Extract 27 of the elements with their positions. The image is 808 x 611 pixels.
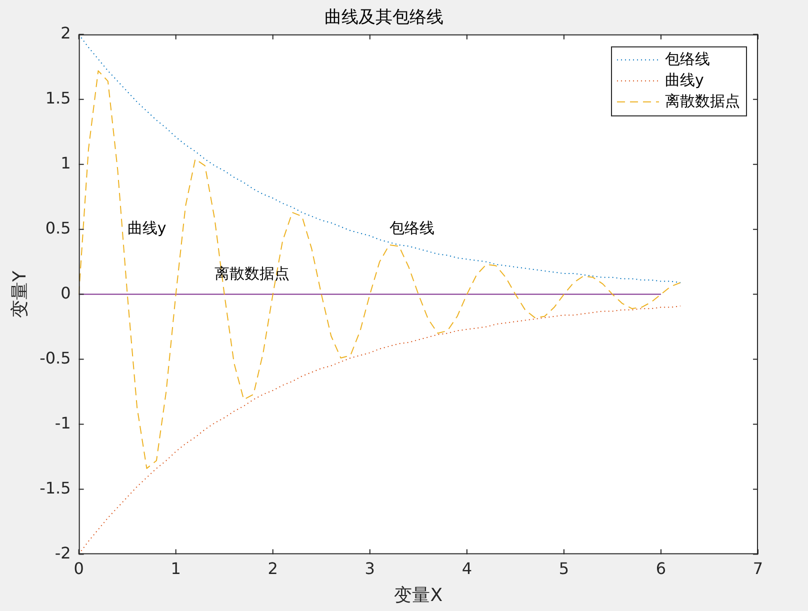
x-tick-label: 5: [558, 558, 570, 578]
y-tick-label: 0: [60, 283, 71, 302]
y-tick-label: -0.5: [40, 348, 71, 368]
x-axis-title: 变量X: [394, 584, 443, 606]
y-axis-title: 变量Y: [9, 270, 30, 318]
x-tick-label: 1: [170, 558, 181, 578]
annotation: 曲线y: [127, 219, 166, 238]
y-tick-label: 2: [60, 24, 71, 43]
y-tick-label: -2: [54, 543, 71, 562]
y-tick-label: 1.5: [45, 88, 71, 108]
legend-label: 离散数据点: [665, 92, 740, 110]
chart-title: 曲线及其包络线: [324, 8, 444, 28]
y-tick-label: -1: [54, 413, 71, 432]
x-tick-label: 0: [74, 558, 84, 578]
legend-label: 曲线y: [665, 70, 704, 89]
x-tick-label: 6: [656, 558, 666, 578]
x-tick-label: 4: [462, 558, 472, 578]
line-series: [78, 70, 681, 469]
annotation: 离散数据点: [214, 264, 290, 283]
y-tick-label: -1.5: [40, 478, 71, 498]
x-tick-label: 7: [752, 558, 764, 578]
annotation: 包络线: [389, 219, 434, 238]
y-tick-label: 0.5: [45, 218, 71, 238]
x-tick-label: 2: [268, 558, 278, 578]
legend-label: 包络线: [665, 50, 710, 68]
x-tick-label: 3: [364, 558, 375, 578]
y-tick-label: 1: [60, 154, 71, 173]
